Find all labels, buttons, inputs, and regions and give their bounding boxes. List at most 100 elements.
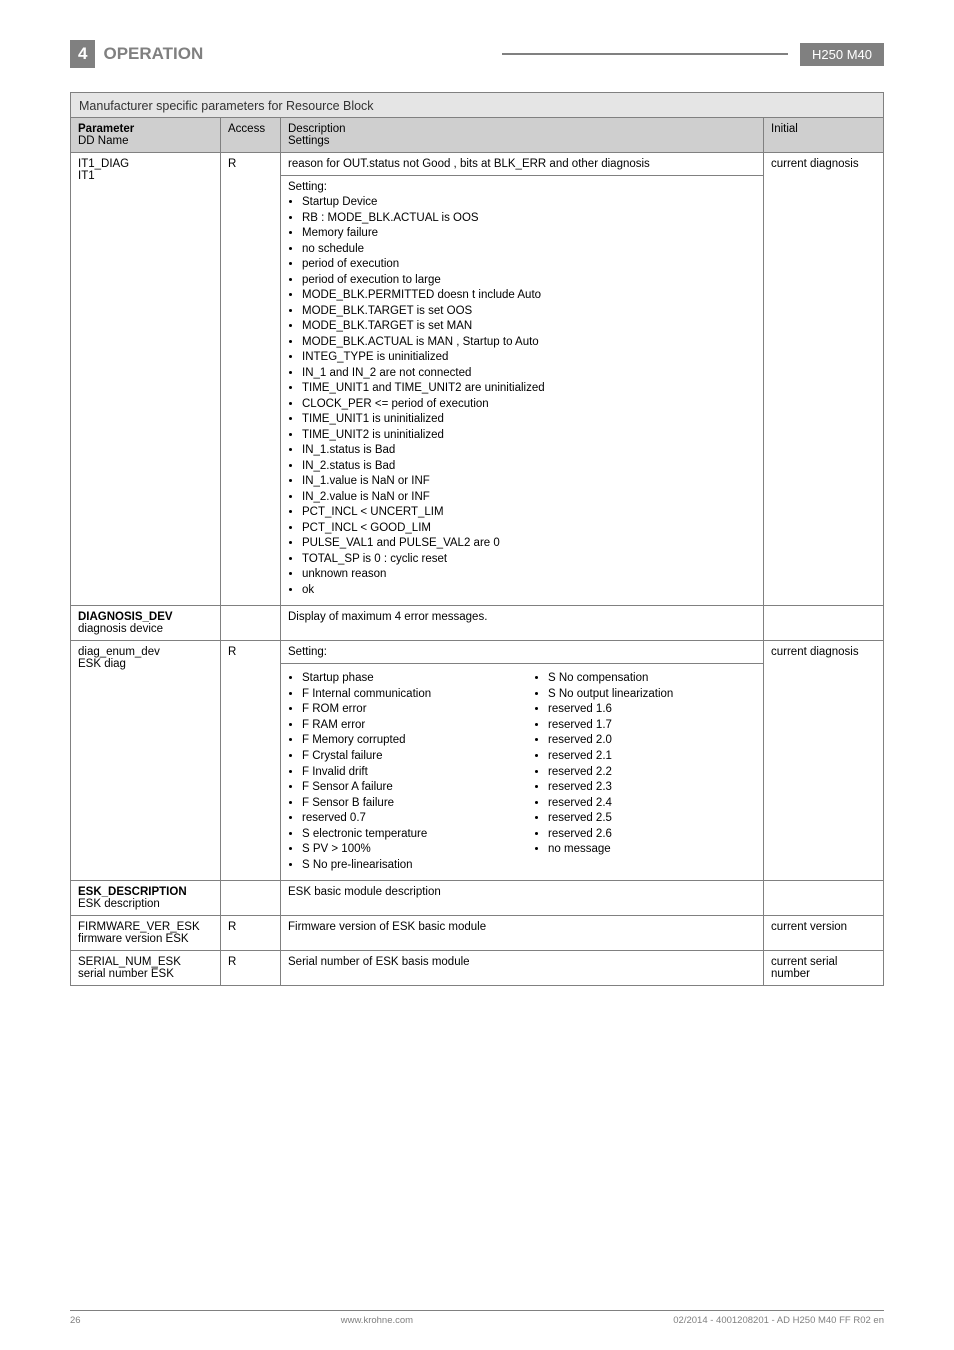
cell-param: SERIAL_NUM_ESK serial number ESK — [71, 951, 221, 986]
cell-access — [221, 606, 281, 641]
list-item: period of execution — [302, 257, 756, 273]
cell-access: R — [221, 153, 281, 606]
list-item: PULSE_VAL1 and PULSE_VAL2 are 0 — [302, 536, 756, 552]
list-item: MODE_BLK.ACTUAL is MAN , Startup to Auto — [302, 335, 756, 351]
table-row: SERIAL_NUM_ESK serial number ESK R Seria… — [71, 951, 884, 986]
list-item: reserved 2.2 — [548, 765, 756, 781]
list-item: S electronic temperature — [302, 827, 510, 843]
col-access: Access — [221, 118, 281, 153]
list-item: F ROM error — [302, 702, 510, 718]
list-item: F RAM error — [302, 718, 510, 734]
parameter-table: Parameter DD Name Access Description Set… — [70, 117, 884, 986]
list-item: Startup Device — [302, 195, 756, 211]
list-item: reserved 0.7 — [302, 811, 510, 827]
page-number: 26 — [70, 1315, 81, 1326]
list-item: F Memory corrupted — [302, 733, 510, 749]
cell-desc: Firmware version of ESK basic module — [281, 916, 764, 951]
list-item: IN_1.status is Bad — [302, 443, 756, 459]
list-item: TOTAL_SP is 0 : cyclic reset — [302, 552, 756, 568]
list-item: IN_1 and IN_2 are not connected — [302, 366, 756, 382]
list-item: S No output linearization — [548, 687, 756, 703]
cell-settings: Setting: Startup DeviceRB : MODE_BLK.ACT… — [281, 176, 764, 606]
list-item: reserved 2.5 — [548, 811, 756, 827]
cell-initial: current version — [764, 916, 884, 951]
list-item: TIME_UNIT1 is uninitialized — [302, 412, 756, 428]
cell-access — [221, 881, 281, 916]
list-item: reserved 1.7 — [548, 718, 756, 734]
cell-initial: current serial number — [764, 951, 884, 986]
list-item: IN_2.value is NaN or INF — [302, 490, 756, 506]
header-rule — [502, 53, 788, 55]
list-item: S No compensation — [548, 671, 756, 687]
list-item: reserved 2.4 — [548, 796, 756, 812]
list-item: Memory failure — [302, 226, 756, 242]
cell-desc: reason for OUT.status not Good , bits at… — [281, 153, 764, 176]
col-initial: Initial — [764, 118, 884, 153]
table-row: FIRMWARE_VER_ESK firmware version ESK R … — [71, 916, 884, 951]
page-header: 4 OPERATION H250 M40 — [70, 40, 884, 68]
cell-param: diag_enum_dev ESK diag — [71, 641, 221, 881]
list-item: IN_2.status is Bad — [302, 459, 756, 475]
list-item: RB : MODE_BLK.ACTUAL is OOS — [302, 211, 756, 227]
cell-access: R — [221, 916, 281, 951]
cell-desc: ESK basic module description — [281, 881, 764, 916]
list-item: F Invalid drift — [302, 765, 510, 781]
list-item: TIME_UNIT1 and TIME_UNIT2 are uninitiali… — [302, 381, 756, 397]
cell-param: FIRMWARE_VER_ESK firmware version ESK — [71, 916, 221, 951]
cell-initial — [764, 881, 884, 916]
table-row: DIAGNOSIS_DEV diagnosis device Display o… — [71, 606, 884, 641]
list-item: S PV > 100% — [302, 842, 510, 858]
list-item: Startup phase — [302, 671, 510, 687]
list-item: PCT_INCL < UNCERT_LIM — [302, 505, 756, 521]
cell-param: IT1_DIAG IT1 — [71, 153, 221, 606]
list-item: F Sensor B failure — [302, 796, 510, 812]
col-parameter: Parameter DD Name — [71, 118, 221, 153]
cell-desc: Serial number of ESK basis module — [281, 951, 764, 986]
list-item: CLOCK_PER <= period of execution — [302, 397, 756, 413]
list-item: INTEG_TYPE is uninitialized — [302, 350, 756, 366]
list-item: no message — [548, 842, 756, 858]
footer-doc: 02/2014 - 4001208201 - AD H250 M40 FF R0… — [673, 1315, 884, 1326]
list-item: MODE_BLK.TARGET is set MAN — [302, 319, 756, 335]
section-number-badge: 4 — [70, 40, 95, 68]
list-item: period of execution to large — [302, 273, 756, 289]
list-item: reserved 2.1 — [548, 749, 756, 765]
cell-initial — [764, 606, 884, 641]
cell-settings: Setting: Startup phaseF Internal communi… — [281, 641, 764, 881]
col-description: Description Settings — [281, 118, 764, 153]
settings-list-right: S No compensationS No output linearizati… — [548, 671, 756, 857]
list-item: F Sensor A failure — [302, 780, 510, 796]
section-title: OPERATION — [103, 44, 489, 64]
settings-list-left: Startup phaseF Internal communicationF R… — [302, 671, 510, 873]
list-item: PCT_INCL < GOOD_LIM — [302, 521, 756, 537]
list-item: F Crystal failure — [302, 749, 510, 765]
list-item: F Internal communication — [302, 687, 510, 703]
footer-site: www.krohne.com — [341, 1315, 413, 1326]
cell-access: R — [221, 951, 281, 986]
table-row: IT1_DIAG IT1 R reason for OUT.status not… — [71, 153, 884, 176]
list-item: no schedule — [302, 242, 756, 258]
cell-param: ESK_DESCRIPTION ESK description — [71, 881, 221, 916]
list-item: reserved 2.6 — [548, 827, 756, 843]
page-footer: 26 www.krohne.com 02/2014 - 4001208201 -… — [70, 1310, 884, 1326]
table-title: Manufacturer specific parameters for Res… — [70, 92, 884, 117]
model-badge: H250 M40 — [800, 43, 884, 66]
list-item: reserved 1.6 — [548, 702, 756, 718]
cell-desc: Display of maximum 4 error messages. — [281, 606, 764, 641]
list-item: MODE_BLK.PERMITTED doesn t include Auto — [302, 288, 756, 304]
list-item: IN_1.value is NaN or INF — [302, 474, 756, 490]
list-item: reserved 2.3 — [548, 780, 756, 796]
list-item: ok — [302, 583, 756, 599]
table-header-row: Parameter DD Name Access Description Set… — [71, 118, 884, 153]
cell-access: R — [221, 641, 281, 881]
table-row: diag_enum_dev ESK diag R Setting: Startu… — [71, 641, 884, 881]
cell-param: DIAGNOSIS_DEV diagnosis device — [71, 606, 221, 641]
cell-initial: current diagnosis — [764, 641, 884, 881]
settings-list: Startup DeviceRB : MODE_BLK.ACTUAL is OO… — [302, 195, 756, 598]
list-item: TIME_UNIT2 is uninitialized — [302, 428, 756, 444]
table-row: ESK_DESCRIPTION ESK description ESK basi… — [71, 881, 884, 916]
list-item: S No pre-linearisation — [302, 858, 510, 874]
list-item: unknown reason — [302, 567, 756, 583]
list-item: reserved 2.0 — [548, 733, 756, 749]
cell-initial: current diagnosis — [764, 153, 884, 606]
